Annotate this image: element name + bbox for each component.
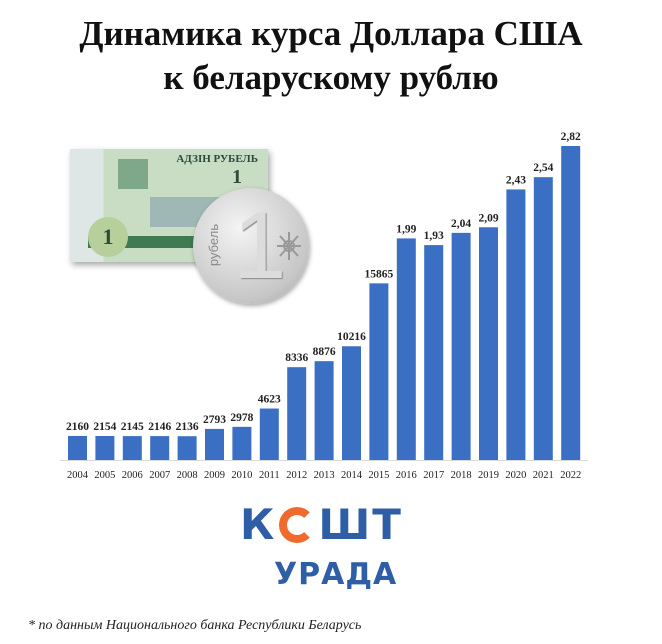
x-tick-label: 2008 <box>177 470 198 481</box>
bar-2009 <box>205 428 224 460</box>
bar-2005 <box>95 436 115 460</box>
x-tick-label: 2015 <box>368 470 389 481</box>
bar-chart: 2160 2004 2154 2005 2145 2006 2146 2007 2136 2008… <box>60 131 588 481</box>
x-tick-label: 2007 <box>149 470 170 481</box>
bar-2011 <box>259 408 279 460</box>
x-tick-label: 2016 <box>396 470 417 481</box>
logo-line-2: УРАДА <box>274 557 398 592</box>
x-tick-label: 2005 <box>94 470 115 481</box>
bar-2019 <box>479 227 498 460</box>
bar-2013 <box>314 361 334 460</box>
data-label: 8336 <box>285 352 308 364</box>
x-tick-label: 2019 <box>478 470 499 481</box>
x-tick-label: 2022 <box>560 470 581 481</box>
x-tick-label: 2013 <box>314 470 335 481</box>
bar-2006 <box>122 436 142 460</box>
x-tick-label: 2011 <box>259 470 280 481</box>
data-label: 8876 <box>313 346 336 358</box>
data-label: 2146 <box>148 421 171 433</box>
x-tick-label: 2020 <box>505 470 526 481</box>
x-tick-label: 2010 <box>231 470 252 481</box>
logo-letters-sht: ШТ <box>318 500 403 549</box>
banknote-rosette: 1 <box>88 217 128 257</box>
bar-2010 <box>232 426 252 460</box>
bar-2017 <box>424 245 444 460</box>
data-label: 1,93 <box>424 230 444 242</box>
bar-2016 <box>396 238 416 460</box>
title-line-1: Динамика курса Доллара США <box>79 14 583 53</box>
bar-2015 <box>369 283 389 460</box>
data-label: 10216 <box>337 331 366 343</box>
data-label: 2793 <box>203 414 226 426</box>
bar-2020 <box>506 189 526 460</box>
x-tick-label: 2018 <box>451 470 472 481</box>
data-label: 1,99 <box>396 223 416 235</box>
x-tick-label: 2006 <box>122 470 143 481</box>
bar-2018 <box>451 232 471 460</box>
banknote-ornament <box>118 159 148 189</box>
bar-2007 <box>150 436 170 460</box>
data-label: 15865 <box>365 268 394 280</box>
data-label: 2136 <box>176 421 199 433</box>
x-tick-label: 2009 <box>204 470 225 481</box>
data-label: 2,43 <box>506 174 526 186</box>
banknote-denomination: 1 <box>232 166 242 188</box>
x-tick-label: 2021 <box>533 470 554 481</box>
data-label: 2,09 <box>478 212 498 224</box>
data-label: 4623 <box>258 394 281 406</box>
x-tick-label: 2017 <box>423 470 444 481</box>
x-tick-label: 2004 <box>67 470 89 481</box>
data-label: 2145 <box>121 421 144 433</box>
x-tick-label: 2012 <box>286 470 307 481</box>
banknote-text: АДЗІН РУБЕЛЬ <box>176 153 258 165</box>
data-label: 2160 <box>66 421 89 433</box>
bar-2022 <box>561 146 581 460</box>
bar-2021 <box>533 177 553 460</box>
coin-ornament-icon <box>277 232 301 260</box>
data-label: 2,82 <box>561 131 581 143</box>
bar-2014 <box>342 346 361 460</box>
data-label: 2,04 <box>451 218 471 230</box>
bar-2008 <box>177 436 197 460</box>
coin-word: рубель <box>206 223 222 267</box>
data-label: 2,54 <box>533 162 553 174</box>
bar-2012 <box>287 367 307 460</box>
logo-letter-k: К <box>240 500 277 549</box>
x-tick-label: 2014 <box>341 470 363 481</box>
footnote: * по данным Национального банка Республи… <box>28 618 362 633</box>
data-label: 2154 <box>93 421 116 433</box>
logo: К ШТ УРАДА <box>240 500 403 592</box>
title-line-2: к беларускому рублю <box>163 58 499 97</box>
coin-image: 1 рубель <box>193 188 309 304</box>
logo-orange-circle-icon <box>279 507 316 543</box>
data-label: 2978 <box>230 412 253 424</box>
bar-2004 <box>68 435 87 460</box>
